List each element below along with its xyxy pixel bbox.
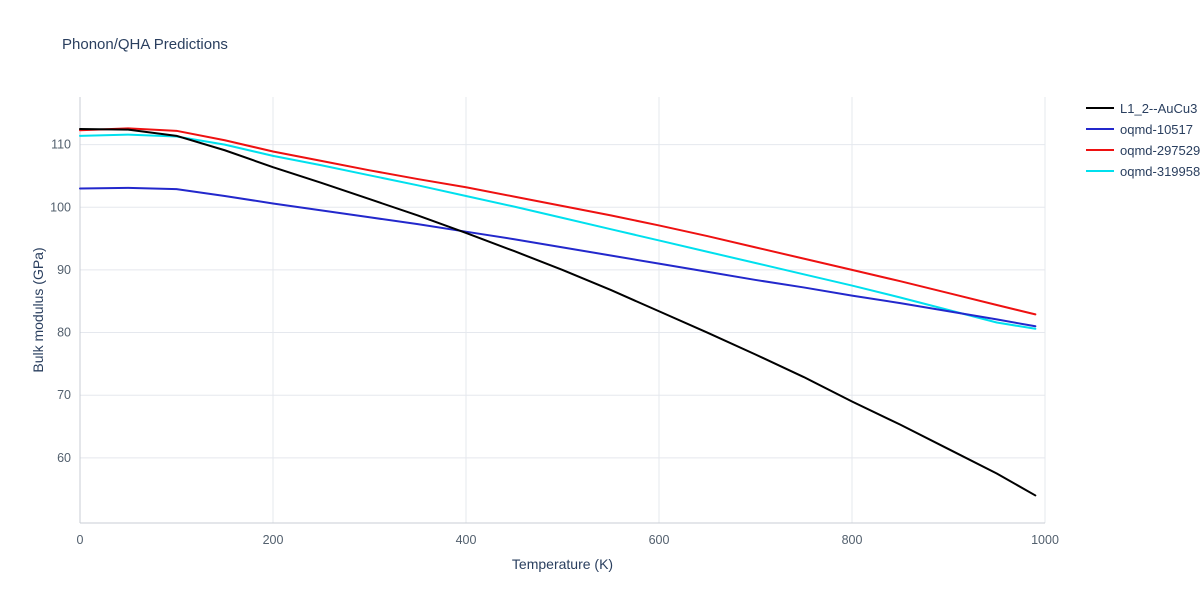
- y-tick-label: 90: [57, 263, 71, 277]
- legend-swatch: [1086, 128, 1114, 130]
- legend-swatch: [1086, 149, 1114, 151]
- y-tick-label: 100: [50, 200, 71, 214]
- y-tick-label: 80: [57, 326, 71, 340]
- x-tick-label: 200: [263, 533, 284, 547]
- legend-swatch: [1086, 170, 1114, 172]
- legend-item-oqmd-319958[interactable]: oqmd-319958: [1086, 163, 1200, 179]
- legend-swatch: [1086, 107, 1114, 109]
- legend-label: oqmd-10517: [1120, 121, 1193, 137]
- series-line-oqmd-297529: [79, 127, 1037, 316]
- legend-item-L1_2--AuCu3[interactable]: L1_2--AuCu3: [1086, 100, 1200, 116]
- chart-title: Phonon/QHA Predictions: [62, 36, 228, 53]
- series-line-oqmd-319958: [79, 133, 1037, 330]
- x-tick-label: 600: [649, 533, 670, 547]
- y-tick-label: 60: [57, 451, 71, 465]
- x-tick-label: 1000: [1031, 533, 1059, 547]
- legend-item-oqmd-297529[interactable]: oqmd-297529: [1086, 142, 1200, 158]
- x-tick-label: 400: [456, 533, 477, 547]
- y-tick-label: 70: [57, 388, 71, 402]
- x-tick-label: 0: [77, 533, 84, 547]
- x-tick-label: 800: [842, 533, 863, 547]
- series-line-oqmd-10517: [79, 186, 1037, 328]
- y-axis-title: Bulk modulus (GPa): [30, 247, 46, 373]
- legend-label: oqmd-319958: [1120, 163, 1200, 179]
- legend-item-oqmd-10517[interactable]: oqmd-10517: [1086, 121, 1200, 137]
- legend-label: oqmd-297529: [1120, 142, 1200, 158]
- legend: L1_2--AuCu3 oqmd-10517 oqmd-297529 oqmd-319…: [1086, 100, 1200, 179]
- series-line-L1_2--AuCu3: [79, 127, 1037, 497]
- x-axis-title: Temperature (K): [511, 556, 614, 572]
- legend-label: L1_2--AuCu3: [1120, 100, 1198, 116]
- y-tick-label: 110: [51, 138, 71, 152]
